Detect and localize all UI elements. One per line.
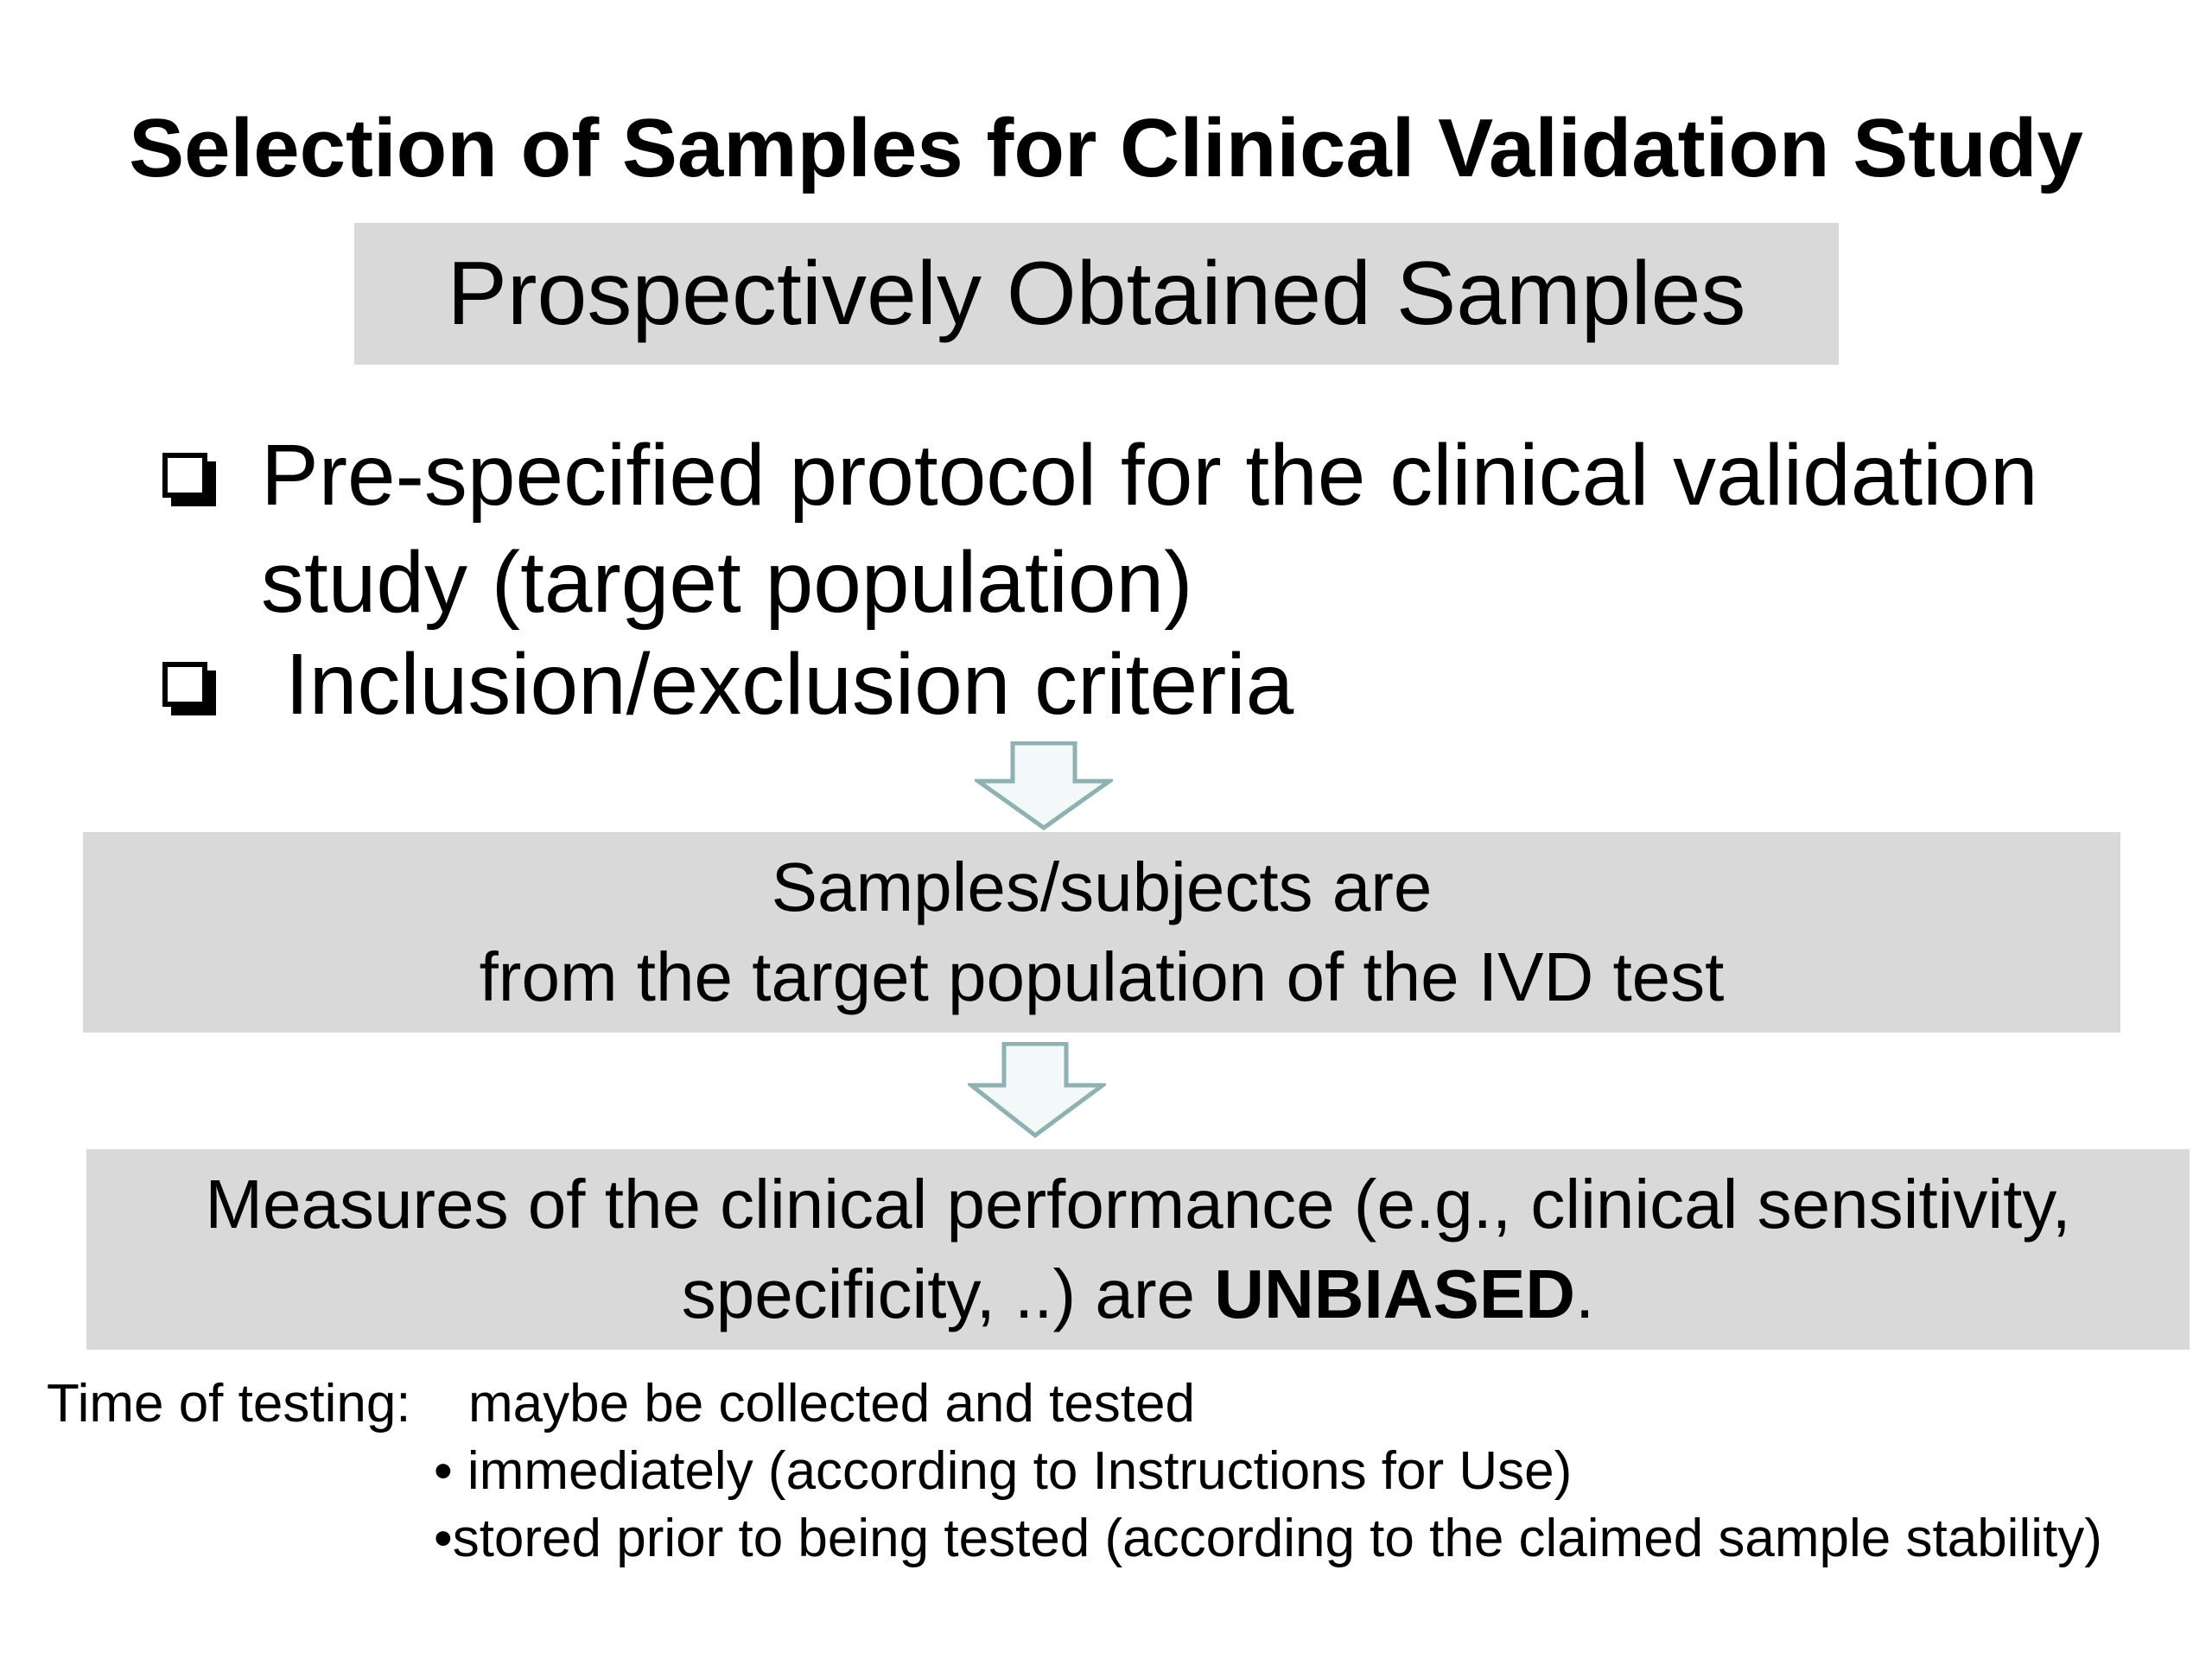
time-of-testing-item: •stored prior to being tested (according… [434,1509,2102,1568]
bullet-text: Pre-specified protocol for the clinical … [261,422,2038,636]
checkbox-bullet-icon [162,662,207,707]
down-arrow-icon [968,1042,1106,1139]
down-arrow-icon [975,741,1113,831]
slide-title: Selection of Samples for Clinical Valida… [129,102,2083,194]
bullet-item-criteria: Inclusion/exclusion criteria [162,631,1294,738]
clinical-performance-box: Measures of the clinical performance (e.… [86,1149,2190,1350]
subtitle-text: Prospectively Obtained Samples [447,243,1746,344]
time-of-testing-label: Time of testing: [47,1374,411,1433]
bullet-text: Inclusion/exclusion criteria [285,631,1294,738]
bullet-item-protocol: Pre-specified protocol for the clinical … [162,422,2038,636]
checkbox-bullet-icon [162,453,207,498]
box-line: Measures of the clinical performance (e.… [205,1166,2071,1243]
bullet-line: Inclusion/exclusion criteria [285,636,1294,733]
box-line-prefix: specificity, ..) are [681,1255,1215,1332]
box-line: specificity, ..) are UNBIASED. [682,1249,1595,1339]
box-line: Samples/subjects are [771,849,1433,925]
time-of-testing-intro: maybe be collected and tested [468,1374,1195,1433]
unbiased-emphasis: UNBIASED [1214,1255,1576,1332]
box-line-suffix: . [1575,1255,1595,1332]
bullet-line: study (target population) [261,534,1193,631]
target-population-box: Samples/subjects are from the target pop… [83,832,2120,1033]
box-line: from the target population of the IVD te… [479,938,1725,1015]
time-of-testing-item: • immediately (according to Instructions… [434,1441,1573,1501]
bullet-line: Pre-specified protocol for the clinical … [261,427,2038,524]
subtitle-box: Prospectively Obtained Samples [354,223,1839,365]
